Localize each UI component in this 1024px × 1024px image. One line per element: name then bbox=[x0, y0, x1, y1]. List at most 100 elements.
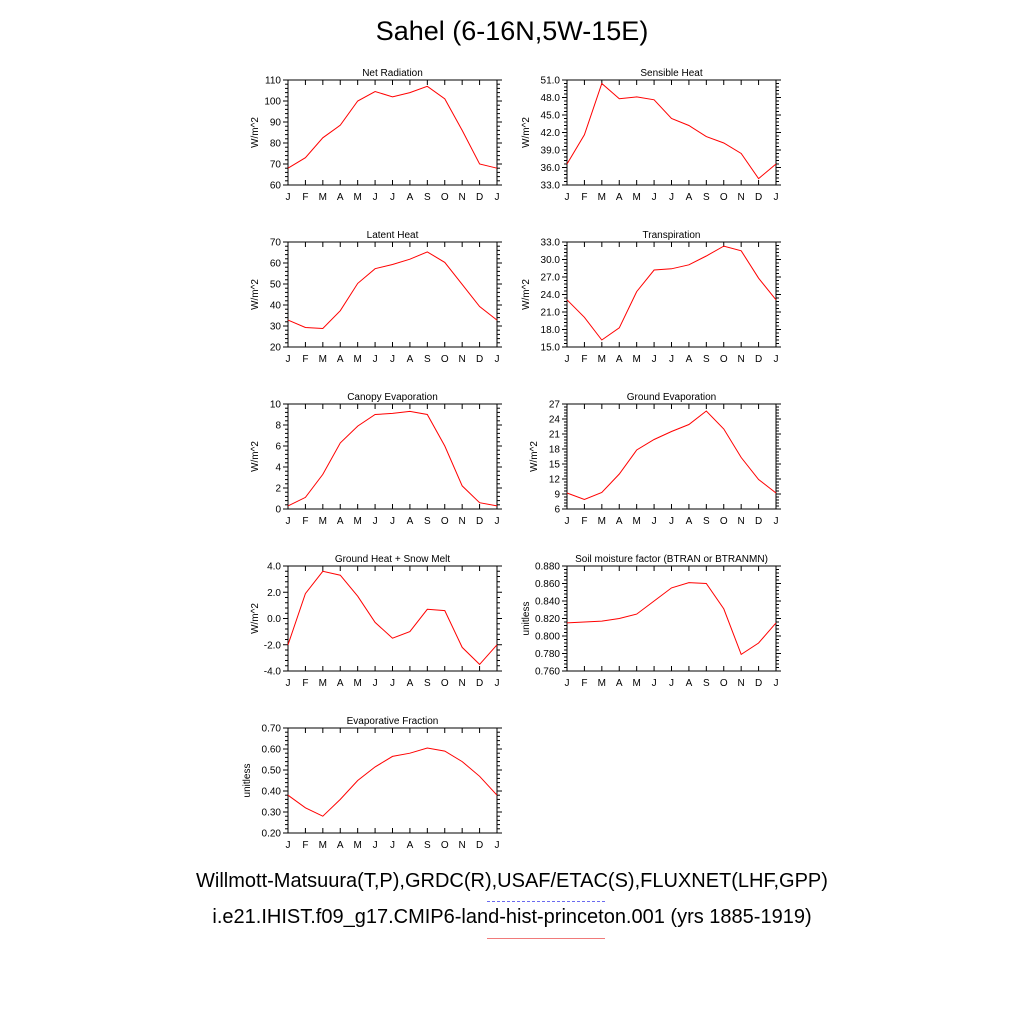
x-tick-label: M bbox=[632, 354, 640, 365]
x-tick-label: M bbox=[632, 192, 640, 203]
x-tick-label: F bbox=[581, 516, 587, 527]
model-series-line bbox=[287, 747, 498, 817]
plot-frame bbox=[566, 565, 777, 672]
x-tick-label: O bbox=[720, 192, 728, 203]
model-series-line bbox=[566, 410, 777, 501]
x-tick-label: J bbox=[390, 354, 395, 365]
x-tick-label: J bbox=[390, 192, 395, 203]
x-tick-label: N bbox=[459, 354, 466, 365]
x-tick-label: A bbox=[337, 840, 344, 851]
x-tick-label: F bbox=[581, 354, 587, 365]
x-tick-label: D bbox=[476, 516, 483, 527]
x-tick-label: J bbox=[669, 516, 674, 527]
x-tick-label: N bbox=[459, 516, 466, 527]
panel-title: Transpiration bbox=[643, 230, 701, 241]
x-tick-label: J bbox=[286, 516, 291, 527]
x-tick-label: O bbox=[720, 678, 728, 689]
x-tick-label: A bbox=[686, 516, 693, 527]
x-tick-label: F bbox=[302, 840, 308, 851]
y-tick-label: 0.20 bbox=[262, 829, 282, 840]
x-tick-label: J bbox=[652, 678, 657, 689]
x-tick-label: M bbox=[353, 354, 361, 365]
x-tick-label: A bbox=[616, 192, 623, 203]
plot-frame bbox=[287, 727, 498, 834]
x-tick-label: D bbox=[476, 354, 483, 365]
model-series-line bbox=[566, 245, 777, 341]
x-tick-label: J bbox=[286, 840, 291, 851]
y-axis-label: W/m^2 bbox=[250, 441, 261, 472]
y-tick-label: 36.0 bbox=[541, 163, 561, 174]
x-tick-label: J bbox=[565, 354, 570, 365]
y-tick-label: 24.0 bbox=[541, 290, 561, 301]
x-tick-label: A bbox=[337, 678, 344, 689]
y-tick-label: 0.800 bbox=[535, 632, 560, 643]
x-tick-label: A bbox=[407, 354, 414, 365]
x-tick-label: J bbox=[652, 192, 657, 203]
y-tick-label: 60 bbox=[270, 259, 282, 270]
plot-frame bbox=[287, 403, 498, 510]
panel-title: Sensible Heat bbox=[640, 68, 702, 79]
x-tick-label: D bbox=[755, 678, 762, 689]
panel-title: Ground Evaporation bbox=[627, 392, 717, 403]
y-tick-label: 24 bbox=[549, 415, 561, 426]
y-tick-label: 42.0 bbox=[541, 128, 561, 139]
x-tick-label: J bbox=[495, 840, 500, 851]
y-tick-label: 21 bbox=[549, 430, 561, 441]
y-axis-label: unitless bbox=[521, 602, 532, 636]
x-tick-label: J bbox=[495, 678, 500, 689]
y-axis-label: unitless bbox=[242, 764, 253, 798]
x-tick-label: J bbox=[669, 678, 674, 689]
y-tick-label: 70 bbox=[270, 160, 282, 171]
model-legend-line bbox=[487, 938, 605, 939]
panel-title: Latent Heat bbox=[367, 230, 419, 241]
model-series-line bbox=[287, 410, 498, 507]
y-tick-label: 0.860 bbox=[535, 579, 560, 590]
x-tick-label: N bbox=[738, 678, 745, 689]
y-tick-label: 15 bbox=[549, 460, 561, 471]
x-tick-label: J bbox=[373, 840, 378, 851]
x-tick-label: S bbox=[424, 354, 431, 365]
x-tick-label: N bbox=[738, 354, 745, 365]
x-tick-label: M bbox=[598, 192, 606, 203]
y-tick-label: 18.0 bbox=[541, 325, 561, 336]
x-tick-label: A bbox=[616, 354, 623, 365]
x-tick-label: D bbox=[755, 516, 762, 527]
y-tick-label: 0.60 bbox=[262, 745, 282, 756]
x-tick-label: J bbox=[774, 678, 779, 689]
x-tick-label: S bbox=[424, 840, 431, 851]
x-tick-label: J bbox=[495, 516, 500, 527]
x-tick-label: J bbox=[373, 354, 378, 365]
y-tick-label: 50 bbox=[270, 280, 282, 291]
y-tick-label: 0.780 bbox=[535, 649, 560, 660]
x-tick-label: S bbox=[703, 192, 710, 203]
x-tick-label: D bbox=[476, 840, 483, 851]
x-tick-label: J bbox=[774, 516, 779, 527]
y-tick-label: 21.0 bbox=[541, 308, 561, 319]
y-tick-label: 0.760 bbox=[535, 667, 560, 678]
x-tick-label: A bbox=[616, 678, 623, 689]
x-tick-label: M bbox=[319, 354, 327, 365]
y-tick-label: 6 bbox=[554, 505, 560, 516]
panel-title: Net Radiation bbox=[362, 68, 423, 79]
x-tick-label: M bbox=[632, 678, 640, 689]
x-tick-label: J bbox=[390, 840, 395, 851]
y-axis-label: W/m^2 bbox=[250, 279, 261, 310]
x-tick-label: M bbox=[353, 840, 361, 851]
y-tick-label: -2.0 bbox=[264, 640, 282, 651]
x-tick-label: N bbox=[738, 516, 745, 527]
y-tick-label: 33.0 bbox=[541, 181, 561, 192]
y-tick-label: 33.0 bbox=[541, 238, 561, 249]
x-tick-label: O bbox=[441, 840, 449, 851]
x-tick-label: F bbox=[302, 354, 308, 365]
x-tick-label: S bbox=[703, 354, 710, 365]
x-tick-label: M bbox=[598, 516, 606, 527]
x-tick-label: D bbox=[755, 354, 762, 365]
y-tick-label: 6 bbox=[275, 442, 281, 453]
y-tick-label: 30.0 bbox=[541, 255, 561, 266]
x-tick-label: D bbox=[476, 678, 483, 689]
y-tick-label: 0.820 bbox=[535, 614, 560, 625]
panel-title: Ground Heat + Snow Melt bbox=[335, 554, 451, 565]
plot-frame bbox=[287, 79, 498, 186]
x-tick-label: D bbox=[476, 192, 483, 203]
